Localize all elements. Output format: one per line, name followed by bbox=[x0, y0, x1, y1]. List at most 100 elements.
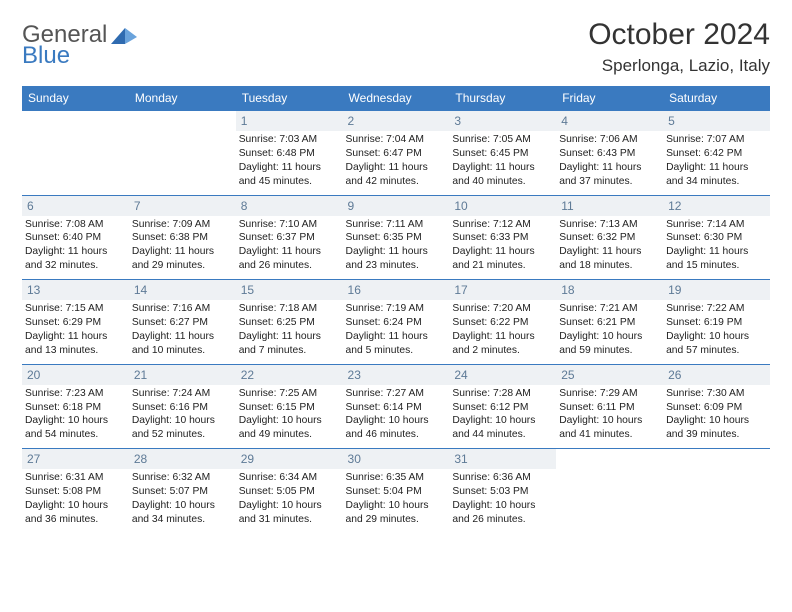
calendar-week-row: 6Sunrise: 7:08 AMSunset: 6:40 PMDaylight… bbox=[22, 195, 770, 280]
sunset-line: Sunset: 6:40 PM bbox=[25, 231, 126, 245]
day-number: 25 bbox=[556, 365, 663, 385]
sunset-line: Sunset: 6:38 PM bbox=[132, 231, 233, 245]
sunrise-line: Sunrise: 7:18 AM bbox=[239, 302, 340, 316]
sunrise-line: Sunrise: 7:09 AM bbox=[132, 218, 233, 232]
day-number: 28 bbox=[129, 449, 236, 469]
daylight-line: Daylight: 11 hours and 45 minutes. bbox=[239, 161, 340, 189]
daylight-line: Daylight: 11 hours and 21 minutes. bbox=[452, 245, 553, 273]
daylight-line: Daylight: 11 hours and 29 minutes. bbox=[132, 245, 233, 273]
calendar-day-cell: 21Sunrise: 7:24 AMSunset: 6:16 PMDayligh… bbox=[129, 364, 236, 449]
day-number: 23 bbox=[343, 365, 450, 385]
sunset-line: Sunset: 5:03 PM bbox=[452, 485, 553, 499]
day-number: 16 bbox=[343, 280, 450, 300]
calendar-empty-cell bbox=[663, 449, 770, 533]
title-location: Sperlonga, Lazio, Italy bbox=[588, 56, 770, 76]
calendar-empty-cell bbox=[22, 111, 129, 196]
sunset-line: Sunset: 6:42 PM bbox=[666, 147, 767, 161]
day-number: 27 bbox=[22, 449, 129, 469]
day-number: 5 bbox=[663, 111, 770, 131]
daylight-line: Daylight: 10 hours and 26 minutes. bbox=[452, 499, 553, 527]
calendar-day-cell: 1Sunrise: 7:03 AMSunset: 6:48 PMDaylight… bbox=[236, 111, 343, 196]
logo-text-bottom: Blue bbox=[22, 45, 107, 67]
calendar-day-cell: 28Sunrise: 6:32 AMSunset: 5:07 PMDayligh… bbox=[129, 449, 236, 533]
sunset-line: Sunset: 5:08 PM bbox=[25, 485, 126, 499]
calendar-day-cell: 31Sunrise: 6:36 AMSunset: 5:03 PMDayligh… bbox=[449, 449, 556, 533]
calendar-day-cell: 26Sunrise: 7:30 AMSunset: 6:09 PMDayligh… bbox=[663, 364, 770, 449]
sunrise-line: Sunrise: 7:27 AM bbox=[346, 387, 447, 401]
sunrise-line: Sunrise: 7:21 AM bbox=[559, 302, 660, 316]
calendar-day-cell: 3Sunrise: 7:05 AMSunset: 6:45 PMDaylight… bbox=[449, 111, 556, 196]
daylight-line: Daylight: 10 hours and 31 minutes. bbox=[239, 499, 340, 527]
calendar-day-cell: 24Sunrise: 7:28 AMSunset: 6:12 PMDayligh… bbox=[449, 364, 556, 449]
daylight-line: Daylight: 11 hours and 40 minutes. bbox=[452, 161, 553, 189]
daylight-line: Daylight: 10 hours and 52 minutes. bbox=[132, 414, 233, 442]
sunrise-line: Sunrise: 6:35 AM bbox=[346, 471, 447, 485]
sunrise-line: Sunrise: 7:10 AM bbox=[239, 218, 340, 232]
calendar-week-row: 13Sunrise: 7:15 AMSunset: 6:29 PMDayligh… bbox=[22, 280, 770, 365]
day-number: 10 bbox=[449, 196, 556, 216]
day-number: 29 bbox=[236, 449, 343, 469]
day-number: 9 bbox=[343, 196, 450, 216]
daylight-line: Daylight: 10 hours and 46 minutes. bbox=[346, 414, 447, 442]
daylight-line: Daylight: 10 hours and 41 minutes. bbox=[559, 414, 660, 442]
sunrise-line: Sunrise: 6:31 AM bbox=[25, 471, 126, 485]
calendar-day-cell: 8Sunrise: 7:10 AMSunset: 6:37 PMDaylight… bbox=[236, 195, 343, 280]
sunset-line: Sunset: 6:32 PM bbox=[559, 231, 660, 245]
sunset-line: Sunset: 6:16 PM bbox=[132, 401, 233, 415]
logo: General Blue bbox=[22, 18, 137, 67]
day-header: Thursday bbox=[449, 86, 556, 111]
calendar-day-cell: 5Sunrise: 7:07 AMSunset: 6:42 PMDaylight… bbox=[663, 111, 770, 196]
day-number: 18 bbox=[556, 280, 663, 300]
day-number: 12 bbox=[663, 196, 770, 216]
day-header: Friday bbox=[556, 86, 663, 111]
day-number: 4 bbox=[556, 111, 663, 131]
calendar-day-cell: 4Sunrise: 7:06 AMSunset: 6:43 PMDaylight… bbox=[556, 111, 663, 196]
daylight-line: Daylight: 10 hours and 39 minutes. bbox=[666, 414, 767, 442]
daylight-line: Daylight: 11 hours and 7 minutes. bbox=[239, 330, 340, 358]
day-number: 3 bbox=[449, 111, 556, 131]
sunrise-line: Sunrise: 7:19 AM bbox=[346, 302, 447, 316]
daylight-line: Daylight: 11 hours and 2 minutes. bbox=[452, 330, 553, 358]
calendar-day-cell: 18Sunrise: 7:21 AMSunset: 6:21 PMDayligh… bbox=[556, 280, 663, 365]
sunset-line: Sunset: 6:15 PM bbox=[239, 401, 340, 415]
sunset-line: Sunset: 6:19 PM bbox=[666, 316, 767, 330]
daylight-line: Daylight: 11 hours and 5 minutes. bbox=[346, 330, 447, 358]
day-number: 20 bbox=[22, 365, 129, 385]
sunrise-line: Sunrise: 7:12 AM bbox=[452, 218, 553, 232]
calendar-table: SundayMondayTuesdayWednesdayThursdayFrid… bbox=[22, 86, 770, 533]
day-number: 17 bbox=[449, 280, 556, 300]
daylight-line: Daylight: 10 hours and 57 minutes. bbox=[666, 330, 767, 358]
day-header: Sunday bbox=[22, 86, 129, 111]
daylight-line: Daylight: 11 hours and 23 minutes. bbox=[346, 245, 447, 273]
sunrise-line: Sunrise: 6:36 AM bbox=[452, 471, 553, 485]
sunset-line: Sunset: 5:04 PM bbox=[346, 485, 447, 499]
sunset-line: Sunset: 6:09 PM bbox=[666, 401, 767, 415]
calendar-day-cell: 7Sunrise: 7:09 AMSunset: 6:38 PMDaylight… bbox=[129, 195, 236, 280]
daylight-line: Daylight: 10 hours and 36 minutes. bbox=[25, 499, 126, 527]
day-header: Wednesday bbox=[343, 86, 450, 111]
calendar-header-row: SundayMondayTuesdayWednesdayThursdayFrid… bbox=[22, 86, 770, 111]
daylight-line: Daylight: 11 hours and 15 minutes. bbox=[666, 245, 767, 273]
daylight-line: Daylight: 11 hours and 32 minutes. bbox=[25, 245, 126, 273]
day-header: Saturday bbox=[663, 86, 770, 111]
day-number: 11 bbox=[556, 196, 663, 216]
sunset-line: Sunset: 6:14 PM bbox=[346, 401, 447, 415]
sunset-line: Sunset: 6:45 PM bbox=[452, 147, 553, 161]
day-number: 8 bbox=[236, 196, 343, 216]
sunrise-line: Sunrise: 7:14 AM bbox=[666, 218, 767, 232]
calendar-day-cell: 14Sunrise: 7:16 AMSunset: 6:27 PMDayligh… bbox=[129, 280, 236, 365]
calendar-day-cell: 9Sunrise: 7:11 AMSunset: 6:35 PMDaylight… bbox=[343, 195, 450, 280]
daylight-line: Daylight: 10 hours and 49 minutes. bbox=[239, 414, 340, 442]
sunrise-line: Sunrise: 7:06 AM bbox=[559, 133, 660, 147]
day-number: 30 bbox=[343, 449, 450, 469]
calendar-day-cell: 22Sunrise: 7:25 AMSunset: 6:15 PMDayligh… bbox=[236, 364, 343, 449]
sunset-line: Sunset: 6:29 PM bbox=[25, 316, 126, 330]
day-number: 19 bbox=[663, 280, 770, 300]
sunrise-line: Sunrise: 7:28 AM bbox=[452, 387, 553, 401]
sunrise-line: Sunrise: 7:20 AM bbox=[452, 302, 553, 316]
daylight-line: Daylight: 11 hours and 37 minutes. bbox=[559, 161, 660, 189]
day-number: 6 bbox=[22, 196, 129, 216]
calendar-day-cell: 15Sunrise: 7:18 AMSunset: 6:25 PMDayligh… bbox=[236, 280, 343, 365]
day-number: 26 bbox=[663, 365, 770, 385]
calendar-week-row: 20Sunrise: 7:23 AMSunset: 6:18 PMDayligh… bbox=[22, 364, 770, 449]
